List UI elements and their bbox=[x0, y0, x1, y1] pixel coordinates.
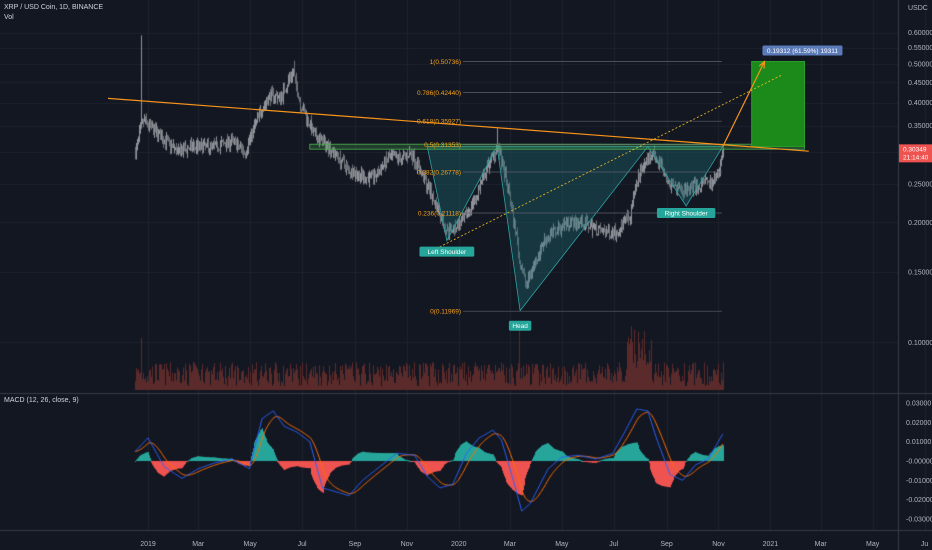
time-axis-tick: Jul bbox=[298, 541, 307, 548]
price-axis-tick: 0.60000 bbox=[908, 30, 932, 37]
y-axis-unit: USDC bbox=[908, 5, 928, 12]
projection-arrow bbox=[722, 61, 766, 147]
macd-label[interactable]: MACD (12, 26, close, 9) bbox=[4, 397, 79, 404]
pattern-label-box bbox=[508, 320, 532, 331]
measure-label-text: 0.19312 (61.59%) 19311 bbox=[767, 48, 838, 55]
fib-level-label: 0.618(0.35927) bbox=[417, 119, 461, 126]
price-axis-tick: 0.45000 bbox=[908, 80, 932, 87]
macd-axis-tick: 0.03000 bbox=[906, 401, 931, 408]
time-axis-tick: Ju bbox=[921, 541, 929, 548]
pattern-label-box bbox=[656, 207, 716, 218]
macd-axis-tick: 0.01000 bbox=[906, 439, 931, 446]
price-axis-tick: 0.20000 bbox=[908, 220, 932, 227]
time-axis-tick: Nov bbox=[712, 541, 725, 548]
price-axis-tick: 0.55000 bbox=[908, 45, 932, 52]
fib-level-label: 0.382(0.26778) bbox=[417, 169, 461, 176]
pattern-label-left-shoulder: Left Shoulder bbox=[428, 249, 468, 256]
dotted-guide-line bbox=[432, 74, 783, 251]
macd-axis-tick: -0.03000 bbox=[906, 516, 932, 523]
price-axis-tick: 0.10000 bbox=[908, 340, 932, 347]
fib-level-label: 0(0.11969) bbox=[430, 309, 461, 316]
time-axis-tick: Nov bbox=[401, 541, 414, 548]
head-and-shoulders-pattern bbox=[426, 145, 724, 312]
price-axis-tick: 0.50000 bbox=[908, 62, 932, 69]
last-price-badge bbox=[899, 144, 932, 163]
measure-label-box bbox=[762, 45, 843, 56]
last-price-value: 0.30349 bbox=[903, 146, 927, 153]
pattern-label-right-shoulder: Right Shoulder bbox=[665, 210, 709, 217]
pattern-label-head: Head bbox=[512, 323, 528, 330]
time-axis-tick: May bbox=[244, 541, 258, 548]
time-axis-tick: Sep bbox=[660, 541, 673, 548]
macd-axis-tick: -0.00000 bbox=[906, 459, 932, 466]
fib-level-label: 0.786(0.42440) bbox=[417, 90, 461, 97]
fib-level-label: 0.5(0.31353) bbox=[424, 142, 461, 149]
projection-arrow-head bbox=[758, 60, 766, 69]
time-axis-tick: Mar bbox=[815, 541, 828, 548]
price-axis-tick: 0.35000 bbox=[908, 123, 932, 130]
macd-axis-tick: -0.02000 bbox=[906, 497, 932, 504]
time-axis-tick: Sep bbox=[349, 541, 362, 548]
fib-level-label: 0.236(0.21118) bbox=[418, 211, 461, 218]
target-projection-box bbox=[751, 61, 805, 148]
time-axis-tick: May bbox=[555, 541, 569, 548]
price-axis-tick: 0.40000 bbox=[908, 100, 932, 107]
time-axis-tick: Jul bbox=[609, 541, 618, 548]
time-axis-tick: May bbox=[866, 541, 880, 548]
price-axis-tick: 0.25000 bbox=[908, 181, 932, 188]
macd-axis-tick: -0.01000 bbox=[906, 478, 932, 485]
time-axis-tick: Mar bbox=[192, 541, 205, 548]
bar-countdown: 21:14:40 bbox=[903, 154, 929, 161]
symbol-title[interactable]: XRP / USD Coin, 1D, BINANCE bbox=[4, 4, 104, 11]
time-axis-tick: Mar bbox=[504, 541, 517, 548]
pattern-label-box bbox=[419, 246, 475, 257]
time-axis-tick: 2021 bbox=[763, 541, 779, 548]
price-axis-tick: 0.15000 bbox=[908, 270, 932, 277]
time-axis-tick: 2020 bbox=[451, 541, 467, 548]
time-axis-tick: 2019 bbox=[140, 541, 156, 548]
volume-label: Vol bbox=[4, 14, 14, 21]
descending-trendline bbox=[107, 97, 809, 152]
fib-level-label: 1(0.50736) bbox=[430, 59, 461, 66]
macd-axis-tick: 0.02000 bbox=[906, 420, 931, 427]
